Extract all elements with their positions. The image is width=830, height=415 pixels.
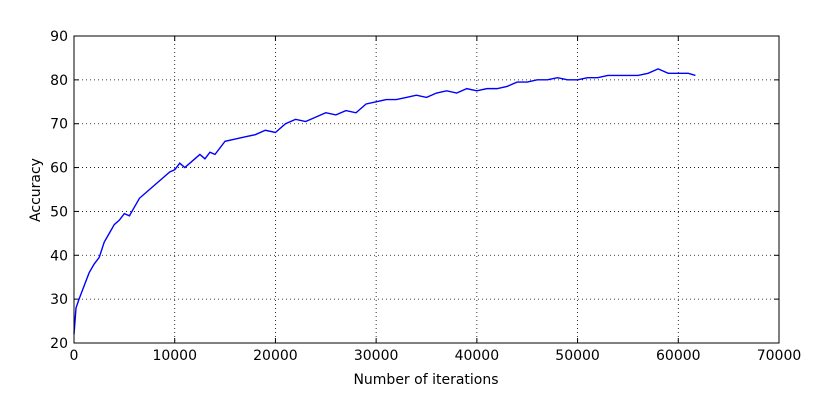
y-tick-label: 70 [50,117,68,133]
y-tick-label: 90 [50,29,68,45]
data-line [73,68,696,335]
plot-frame [73,35,780,344]
y-tick-label: 20 [50,336,68,352]
x-tick-label: 70000 [757,348,802,364]
x-tick-label: 0 [70,348,79,364]
x-tick-label: 20000 [253,348,298,364]
x-tick-label: 30000 [354,348,399,364]
y-tick-label: 30 [50,292,68,308]
x-tick-label: 60000 [656,348,701,364]
x-tick-label: 50000 [555,348,600,364]
x-axis-label: Number of iterations [353,372,498,388]
y-tick-label: 40 [50,248,68,264]
y-axis-label: Accuracy [28,158,44,222]
y-tick-label: 60 [50,161,68,177]
y-tick-label: 50 [50,204,68,220]
x-tick-label: 10000 [152,348,197,364]
y-tick-label: 80 [50,73,68,89]
x-tick-label: 40000 [455,348,500,364]
